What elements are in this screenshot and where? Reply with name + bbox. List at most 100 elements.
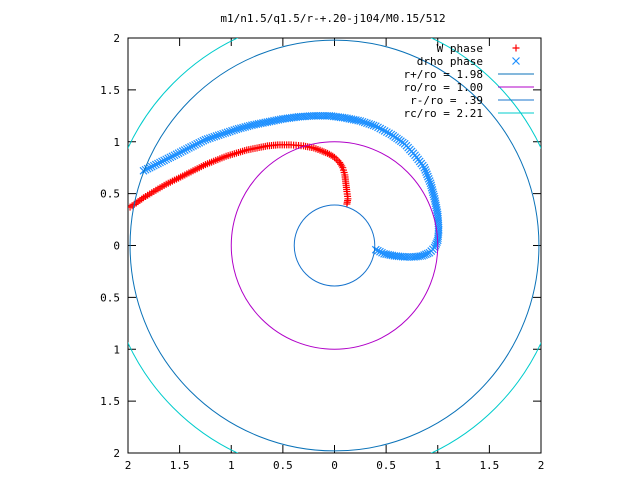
- point-1-16-2: [360, 118, 369, 127]
- point-1-2-4: [168, 152, 177, 161]
- x-tick-label-4: 0: [331, 459, 338, 472]
- point-1-0-4: [147, 162, 156, 171]
- point-1-0-0: [139, 166, 148, 175]
- x-tick-label-2: 1: [228, 459, 235, 472]
- point-1-0-2: [143, 164, 152, 173]
- x-tick-label-8: 2: [538, 459, 545, 472]
- point-0-28-0: [128, 203, 134, 211]
- point-1-8-5: [243, 122, 252, 131]
- point-1-22-2: [427, 183, 436, 192]
- point-1-17-0: [371, 122, 380, 131]
- point-1-7-5: [228, 126, 236, 135]
- point-1-2-0: [160, 156, 169, 165]
- point-1-4-3: [187, 143, 195, 151]
- point-0-6-1: [334, 157, 342, 165]
- point-1-17-4: [380, 127, 389, 135]
- point-1-16-6: [369, 121, 378, 130]
- y-tick-label-3: 0.5: [100, 188, 120, 201]
- point-0-6-0: [336, 159, 344, 166]
- point-1-6-1: [203, 135, 212, 143]
- point-1-21-5: [424, 174, 433, 183]
- point-1-22-0: [426, 179, 435, 188]
- point-1-6-3: [208, 133, 216, 142]
- point-1-3-2: [174, 149, 183, 158]
- x-tick-label-6: 1: [434, 459, 441, 472]
- point-1-4-4: [189, 141, 197, 150]
- point-1-21-0: [420, 163, 429, 172]
- series-1: [139, 111, 443, 261]
- point-1-16-1: [358, 117, 367, 126]
- axis-ticks: [127, 37, 542, 454]
- point-1-16-5: [367, 120, 376, 129]
- x-tick-label-7: 1.5: [479, 459, 499, 472]
- legend-label-1: drho phase: [417, 55, 483, 68]
- point-0-7-2: [327, 151, 335, 159]
- circle-2: [129, 39, 540, 452]
- point-1-7-2: [221, 129, 230, 137]
- point-1-17-2: [376, 124, 385, 133]
- legend-label-4: r-/ro = .39: [410, 94, 483, 107]
- point-1-6-6: [214, 131, 223, 140]
- point-1-6-4: [210, 132, 219, 141]
- x-tick-label-5: 0.5: [376, 459, 396, 472]
- point-1-8-4: [241, 123, 250, 131]
- point-1-5-0: [191, 140, 200, 149]
- point-1-33-1: [378, 248, 386, 257]
- point-1-8-2: [236, 124, 245, 133]
- point-1-4-0: [180, 146, 189, 154]
- point-1-2-3: [166, 153, 175, 162]
- y-tick-label-4: 0: [113, 240, 120, 253]
- x-tick-label-0: 2: [125, 459, 132, 472]
- point-1-17-1: [374, 123, 382, 132]
- point-1-2-1: [162, 155, 171, 164]
- point-1-21-6: [425, 177, 434, 185]
- series-layer: [128, 38, 541, 453]
- point-1-15-6: [354, 116, 363, 125]
- point-1-7-3: [223, 128, 232, 137]
- point-1-5-3: [197, 137, 206, 146]
- point-1-0-3: [145, 163, 154, 172]
- point-1-7-0: [217, 130, 225, 139]
- y-tick-label-6: 1: [113, 343, 120, 356]
- point-1-22-3: [428, 185, 437, 194]
- point-1-5-4: [199, 136, 208, 145]
- point-1-1-0: [149, 161, 158, 170]
- point-1-16-3: [363, 119, 371, 128]
- point-1-1-4: [158, 157, 166, 166]
- point-1-3-4: [178, 147, 187, 156]
- y-tick-label-1: 1.5: [100, 84, 120, 97]
- point-1-8-3: [239, 123, 247, 132]
- point-1-3-1: [172, 150, 181, 159]
- point-1-3-3: [176, 148, 185, 157]
- point-1-22-1: [427, 181, 436, 190]
- legend-label-3: ro/ro = 1.00: [404, 81, 483, 94]
- y-tick-label-0: 2: [113, 32, 120, 45]
- point-1-21-4: [423, 172, 432, 181]
- point-1-3-0: [170, 151, 179, 160]
- point-1-1-2: [154, 159, 162, 168]
- y-tick-label-8: 2: [113, 447, 120, 460]
- y-tick-label-7: 1.5: [100, 395, 120, 408]
- point-1-1-1: [151, 160, 160, 169]
- point-1-5-2: [195, 138, 204, 147]
- chart-title: m1/n1.5/q1.5/r-+.20-j104/M0.15/512: [220, 12, 445, 25]
- point-1-1-3: [156, 158, 164, 167]
- point-1-21-2: [422, 168, 431, 177]
- point-1-22-4: [428, 188, 437, 197]
- series-0: [128, 141, 352, 211]
- point-1-17-5: [382, 128, 391, 137]
- point-1-6-2: [205, 134, 214, 143]
- point-1-17-6: [385, 129, 393, 138]
- x-tick-label-3: 0.5: [273, 459, 293, 472]
- legend-swatch-1: [512, 57, 520, 65]
- point-1-33-0: [380, 249, 388, 258]
- point-1-2-2: [164, 154, 173, 163]
- point-1-34-0: [371, 245, 380, 254]
- y-tick-label-2: 1: [113, 136, 120, 149]
- legend-label-0: W phase: [437, 42, 483, 55]
- legend-label-5: rc/ro = 2.21: [404, 107, 483, 120]
- point-1-4-1: [182, 145, 191, 153]
- legend-label-2: r+/ro = 1.98: [404, 68, 483, 81]
- point-1-6-5: [212, 132, 221, 140]
